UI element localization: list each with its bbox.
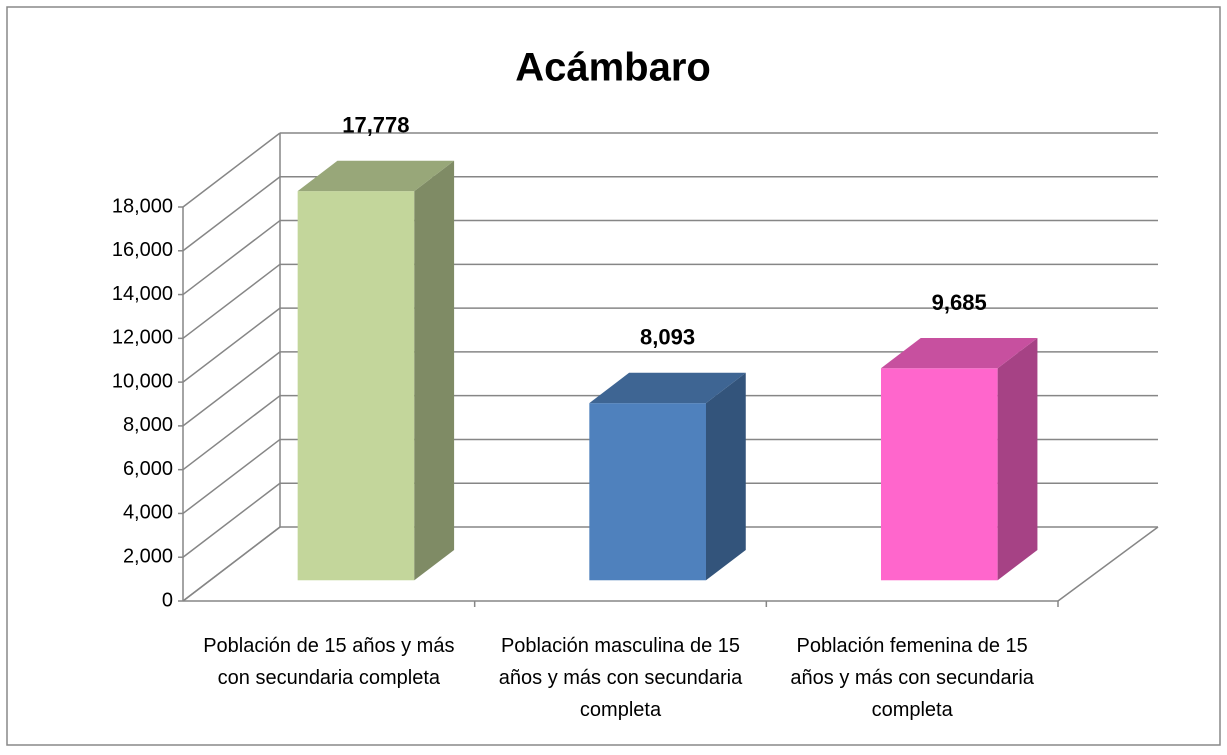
bar-side <box>997 337 1038 581</box>
y-tick-label: 0 <box>162 589 173 611</box>
floor-right-edge <box>1057 526 1159 602</box>
bar-front <box>589 403 706 581</box>
grid-line <box>182 219 281 296</box>
y-tick-label: 12,000 <box>112 327 173 349</box>
y-tick-label: 18,000 <box>112 195 173 217</box>
bar-top <box>880 337 1038 369</box>
y-tick-label: 10,000 <box>112 370 173 392</box>
grid-line <box>182 176 281 252</box>
grid-line <box>182 307 281 383</box>
x-tick-label: Población de 15 años y más con secundari… <box>203 635 455 689</box>
bar <box>880 337 1038 581</box>
value-label: 17,778 <box>342 113 409 138</box>
grid-line <box>182 351 281 427</box>
chart-title: Acámbaro <box>515 46 711 90</box>
y-tick-label: 6,000 <box>123 458 173 480</box>
grid-line <box>182 482 281 558</box>
grid-line <box>182 438 281 515</box>
x-tick-label: Población masculina de 15 años y más con… <box>498 635 743 721</box>
grid-line <box>182 263 281 339</box>
grid-line <box>182 526 281 602</box>
bar-side <box>705 372 746 581</box>
bar <box>589 372 746 581</box>
bar-side <box>414 160 455 581</box>
bar-front <box>297 191 415 581</box>
grid-line <box>182 395 281 471</box>
y-tick-label: 14,000 <box>112 283 173 305</box>
y-tick-label: 2,000 <box>123 546 173 568</box>
y-tick-label: 8,000 <box>123 414 173 436</box>
value-label: 8,093 <box>640 325 695 350</box>
bar-top <box>589 372 746 404</box>
bar <box>297 160 455 581</box>
y-tick-label: 16,000 <box>112 239 173 261</box>
value-label: 9,685 <box>932 290 987 315</box>
bar-top <box>297 160 455 192</box>
x-tick-label: Población femenina de 15 años y más con … <box>790 635 1034 721</box>
bar-front <box>880 368 998 581</box>
grid-line <box>182 132 281 208</box>
y-tick-label: 4,000 <box>123 502 173 524</box>
